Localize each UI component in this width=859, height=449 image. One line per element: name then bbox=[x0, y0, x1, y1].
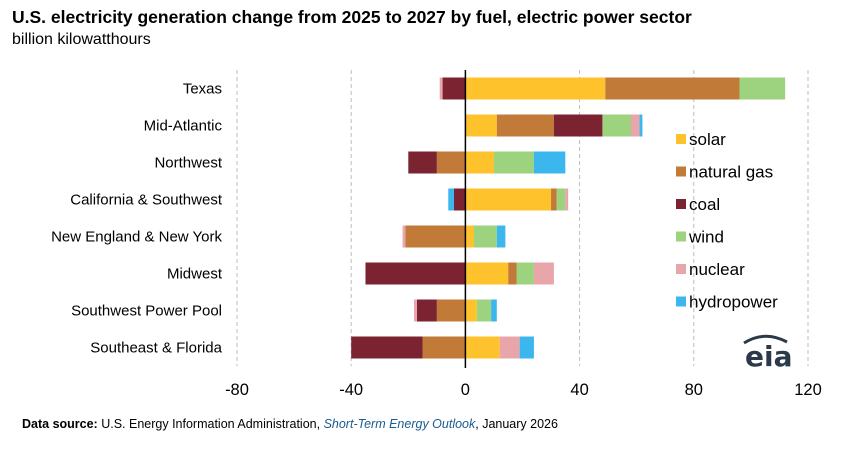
bar-segment bbox=[405, 225, 466, 248]
category-label: California & Southwest bbox=[70, 192, 223, 209]
bar-segment bbox=[448, 188, 454, 211]
legend-swatch bbox=[676, 166, 686, 177]
bar-segment bbox=[465, 225, 474, 248]
legend-swatch bbox=[676, 199, 686, 209]
bar-segment bbox=[516, 262, 534, 285]
bar-segment bbox=[739, 77, 786, 100]
eia-logo-swoosh bbox=[743, 334, 788, 345]
legend-label: hydropower bbox=[689, 293, 778, 312]
data-source: Data source: U.S. Energy Information Adm… bbox=[22, 417, 558, 431]
source-date: , January 2026 bbox=[475, 417, 558, 431]
bar-segment bbox=[465, 114, 497, 137]
bar-segment bbox=[491, 299, 497, 322]
legend: solar natural gas coal wind nuclear hydropowe… bbox=[676, 130, 778, 312]
bar-segment bbox=[414, 299, 417, 322]
source-label: Data source: bbox=[22, 417, 98, 431]
category-label: New England & New York bbox=[51, 229, 222, 246]
bar-segment bbox=[402, 225, 406, 248]
x-tick-label: 80 bbox=[685, 381, 703, 399]
source-publication: Short-Term Energy Outlook bbox=[323, 417, 476, 431]
category-labels: Texas Mid-Atlantic Northwest California & S… bbox=[51, 81, 223, 357]
bar-segment bbox=[556, 188, 566, 211]
legend-swatch bbox=[676, 134, 686, 144]
bar-segment bbox=[465, 336, 500, 359]
bar-segment bbox=[365, 262, 466, 285]
bar-segment bbox=[605, 77, 740, 100]
bar-segment bbox=[496, 114, 554, 137]
bar-segment bbox=[453, 188, 466, 211]
chart-subtitle: billion kilowatthours bbox=[12, 31, 151, 48]
legend-label: wind bbox=[688, 228, 724, 247]
bar-segment bbox=[416, 299, 437, 322]
category-label: Midwest bbox=[167, 266, 223, 283]
source-org: U.S. Energy Information Administration, bbox=[101, 417, 321, 431]
bar-segment bbox=[496, 225, 506, 248]
legend-label: coal bbox=[689, 195, 720, 214]
bar-segment bbox=[465, 151, 494, 174]
x-tick-label: -40 bbox=[339, 381, 363, 399]
bar-segment bbox=[519, 336, 534, 359]
x-tick-label: 120 bbox=[794, 381, 822, 399]
x-tick-label: -80 bbox=[225, 381, 249, 399]
bar-segment bbox=[465, 188, 552, 211]
bar-segment bbox=[442, 77, 466, 100]
bar-segment bbox=[602, 114, 631, 137]
category-label: Southwest Power Pool bbox=[71, 303, 222, 320]
bar-segment bbox=[436, 299, 466, 322]
bar-segment bbox=[439, 77, 443, 100]
bar-segment bbox=[508, 262, 517, 285]
legend-swatch bbox=[676, 296, 686, 307]
eia-logo: eia bbox=[745, 340, 792, 373]
bar-segment bbox=[533, 151, 566, 174]
bar-segment bbox=[465, 262, 509, 285]
legend-swatch bbox=[676, 231, 686, 242]
bar-segment bbox=[499, 336, 520, 359]
category-label: Southeast & Florida bbox=[90, 340, 222, 357]
bar-segment bbox=[422, 336, 466, 359]
x-tick-label: 0 bbox=[461, 381, 470, 399]
bar-segment bbox=[493, 151, 534, 174]
bars bbox=[351, 77, 786, 359]
bar-segment bbox=[565, 188, 569, 211]
x-tick-label: 40 bbox=[570, 381, 588, 399]
chart-title: U.S. electricity generation change from … bbox=[12, 7, 692, 27]
bar-segment bbox=[476, 299, 492, 322]
bar-segment bbox=[465, 77, 606, 100]
bar-segment bbox=[551, 188, 557, 211]
bar-segment bbox=[630, 114, 640, 137]
legend-label: nuclear bbox=[689, 260, 745, 279]
bar-segment bbox=[533, 262, 554, 285]
bar-segment bbox=[351, 336, 423, 359]
legend-swatch bbox=[676, 264, 686, 274]
bar-segment bbox=[639, 114, 643, 137]
x-tick-labels: -80 -40 0 40 80 120 bbox=[225, 381, 822, 399]
gridlines bbox=[236, 70, 809, 366]
bar-segment bbox=[408, 151, 437, 174]
category-label: Northwest bbox=[154, 155, 222, 172]
legend-label: solar bbox=[689, 130, 726, 149]
bar-segment bbox=[436, 151, 466, 174]
legend-label: natural gas bbox=[689, 163, 773, 182]
bar-segment bbox=[473, 225, 497, 248]
category-label: Mid-Atlantic bbox=[144, 118, 223, 135]
category-label: Texas bbox=[183, 81, 222, 98]
bar-segment bbox=[553, 114, 603, 137]
bar-segment bbox=[465, 299, 477, 322]
